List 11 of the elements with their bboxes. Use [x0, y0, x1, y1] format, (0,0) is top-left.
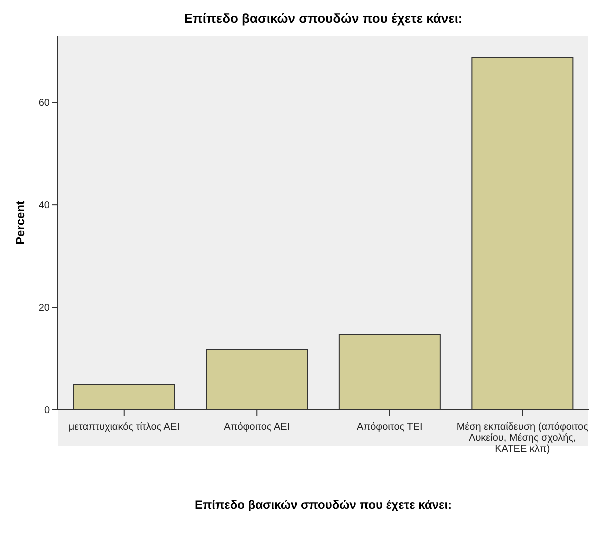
y-tick-label: 20: [38, 303, 50, 314]
y-tick-label: 40: [38, 200, 50, 212]
x-tick-label: Απόφοιτος ΤΕΙ: [357, 422, 423, 433]
y-tick-label: 0: [44, 406, 50, 417]
x-tick-label: Μέση εκπαίδευση (απόφοιτος Λυκείου, Μέσης σχολής, ΚΑΤΕΕ κλπ): [456, 422, 589, 455]
x-axis-title: Επίπεδο βασικών σπουδών που έχετε κάνει:: [194, 498, 454, 512]
chart-title: Επίπεδο βασικών σπουδών που έχετε κάνει:: [183, 10, 464, 28]
x-tick-label: Απόφοιτος ΑΕΙ: [224, 422, 290, 433]
x-tick-label: μεταπτυχιακός τίτλος ΑΕΙ: [68, 422, 180, 433]
y-tick-label: 60: [38, 98, 50, 110]
y-axis-title: Percent: [13, 200, 28, 246]
